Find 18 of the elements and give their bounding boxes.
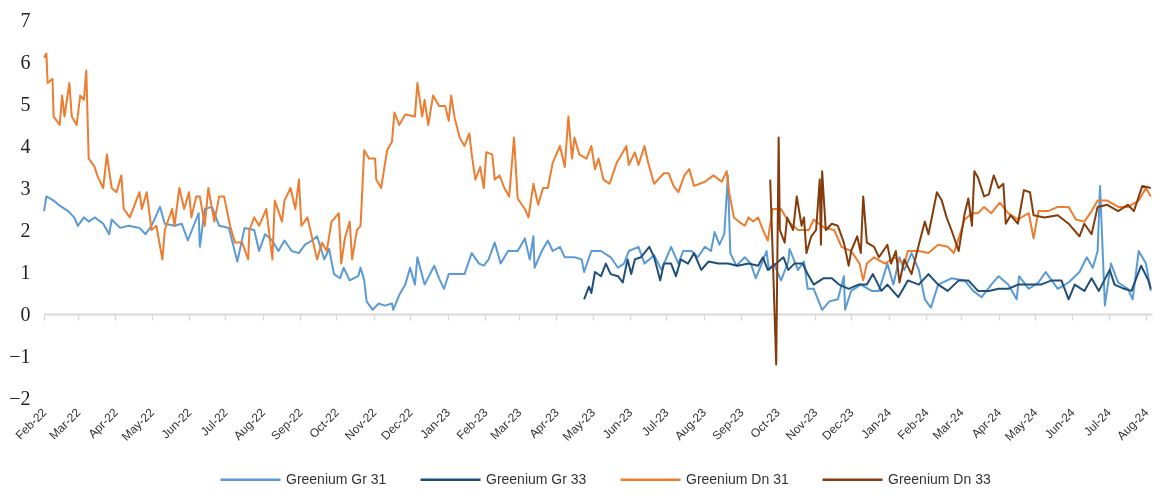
y-tick-label: −1 [9, 344, 31, 367]
y-tick-label: 4 [20, 134, 31, 157]
y-tick-label: −2 [9, 386, 31, 409]
y-tick-label: 6 [20, 50, 31, 73]
y-tick-label: 5 [20, 92, 31, 115]
line-series [43, 52, 1152, 282]
legend-label: Greenium Dn 31 [686, 470, 789, 487]
y-tick-label: 2 [20, 218, 31, 241]
y-tick-label: 1 [20, 260, 31, 283]
legend-label: Greenium Gr 31 [286, 470, 387, 487]
y-tick-label: 7 [20, 8, 31, 31]
y-tick-label: 3 [20, 176, 31, 199]
y-tick-label: 0 [20, 302, 31, 325]
legend-label: Greenium Gr 33 [486, 470, 587, 487]
legend-label: Greenium Dn 33 [888, 470, 991, 487]
line-series [43, 174, 1152, 311]
line-series [769, 136, 1152, 366]
line-series [583, 245, 1152, 301]
